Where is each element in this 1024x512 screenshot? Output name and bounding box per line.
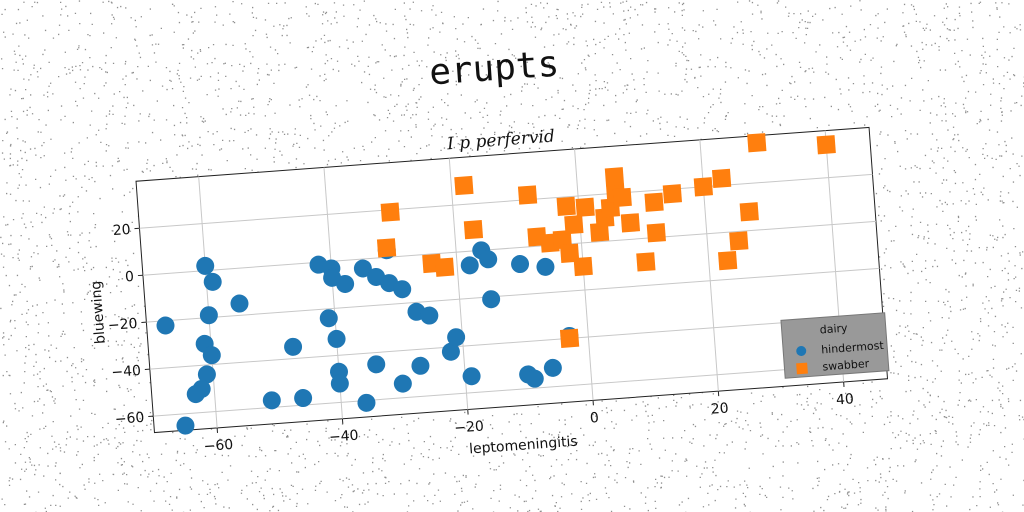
point-hindermost	[479, 250, 498, 269]
point-swabber	[376, 238, 397, 258]
point-hindermost	[357, 393, 376, 412]
point-swabber	[564, 215, 584, 235]
point-hindermost	[462, 367, 481, 386]
point-swabber	[816, 135, 836, 155]
y-tick-label: 0	[125, 269, 135, 286]
legend: dairy hindermost swabber	[780, 312, 890, 379]
legend-label-hindermost: hindermost	[821, 339, 885, 357]
x-tick-label: 40	[835, 391, 854, 408]
point-swabber	[747, 133, 767, 153]
y-gridline	[149, 314, 883, 370]
point-hindermost	[319, 309, 338, 328]
point-hindermost	[202, 346, 221, 365]
data-points	[156, 133, 836, 435]
point-swabber	[589, 222, 610, 242]
point-hindermost	[393, 374, 412, 393]
point-swabber	[644, 192, 664, 212]
point-hindermost	[447, 328, 466, 347]
chart-figure: I p perfervid −60 −40 −20 0 20 40 −60 −40 −20 0 2…	[88, 126, 890, 458]
point-swabber	[517, 185, 538, 205]
y-tick-label: −20	[107, 316, 138, 334]
point-swabber	[646, 223, 666, 243]
x-axis-ticks: −60 −40 −20 0 20 40	[203, 381, 854, 455]
point-swabber	[711, 168, 732, 189]
y-tick-label: 20	[112, 222, 131, 239]
point-swabber	[739, 202, 759, 222]
legend-title: dairy	[819, 322, 848, 337]
point-hindermost	[482, 290, 501, 309]
point-hindermost	[367, 355, 386, 374]
legend-marker-swabber	[796, 362, 808, 375]
point-hindermost	[203, 272, 222, 291]
y-tick-label: −60	[114, 410, 145, 428]
x-tick-label: 0	[589, 410, 599, 427]
point-hindermost	[336, 274, 355, 293]
point-swabber	[604, 167, 625, 187]
point-hindermost	[411, 356, 430, 375]
y-gridline	[139, 173, 873, 229]
x-tick-label: −60	[203, 437, 234, 455]
x-tick-label: −20	[454, 418, 485, 436]
x-tick-label: 20	[710, 400, 729, 417]
point-hindermost	[393, 280, 412, 299]
point-swabber	[729, 231, 749, 251]
point-swabber	[435, 257, 455, 277]
point-hindermost	[230, 294, 249, 313]
legend-marker-hindermost	[796, 345, 807, 356]
point-swabber	[575, 197, 595, 217]
y-gridline	[146, 267, 880, 323]
point-hindermost	[420, 306, 439, 325]
point-swabber	[620, 213, 641, 233]
point-hindermost	[176, 416, 195, 435]
point-hindermost	[199, 306, 218, 325]
y-gridline	[142, 220, 876, 276]
x-gridline	[198, 176, 218, 429]
legend-label-swabber: swabber	[822, 357, 870, 373]
point-hindermost	[156, 316, 175, 335]
chart-title: I p perfervid	[445, 126, 555, 154]
y-axis-ticks: −60 −40 −20 0 20	[107, 222, 154, 428]
x-tick-label: −40	[328, 428, 359, 446]
plot-area	[135, 126, 889, 434]
point-hindermost	[196, 256, 215, 275]
point-hindermost	[536, 257, 555, 276]
y-axis-label: bluewing	[88, 280, 109, 344]
point-swabber	[636, 252, 656, 272]
point-swabber	[556, 196, 576, 216]
point-hindermost	[186, 385, 205, 404]
point-swabber	[612, 187, 632, 208]
point-hindermost	[441, 342, 460, 361]
chart-suptitle: erupts	[428, 44, 561, 94]
point-hindermost	[511, 255, 530, 274]
point-swabber	[573, 256, 593, 277]
point-swabber	[559, 328, 580, 348]
point-swabber	[463, 220, 484, 240]
y-tick-label: −40	[111, 363, 142, 381]
point-hindermost	[284, 337, 303, 356]
point-hindermost	[460, 256, 479, 275]
point-hindermost	[262, 391, 281, 410]
point-hindermost	[525, 369, 544, 388]
point-swabber	[454, 175, 474, 196]
x-gridline	[448, 158, 469, 410]
point-hindermost	[330, 374, 349, 393]
point-hindermost	[353, 259, 372, 278]
point-hindermost	[294, 389, 313, 408]
point-hindermost	[327, 329, 346, 348]
point-swabber	[718, 250, 738, 271]
point-swabber	[693, 177, 713, 197]
legend-box	[780, 312, 890, 379]
point-hindermost	[543, 358, 562, 377]
point-swabber	[662, 184, 682, 204]
point-hindermost	[197, 365, 216, 384]
x-axis-label: leptomeningitis	[469, 434, 579, 458]
point-swabber	[380, 202, 400, 222]
